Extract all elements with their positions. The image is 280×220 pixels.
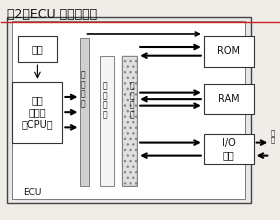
FancyBboxPatch shape [80, 38, 89, 186]
FancyBboxPatch shape [122, 56, 137, 186]
FancyBboxPatch shape [204, 134, 254, 164]
Text: RAM: RAM [218, 94, 239, 104]
FancyBboxPatch shape [204, 36, 254, 67]
Text: 地
址
总
线: 地 址 总 线 [81, 70, 85, 108]
FancyBboxPatch shape [204, 84, 254, 114]
FancyBboxPatch shape [7, 16, 251, 204]
Text: 控
制
总
线: 控 制 总 线 [129, 81, 134, 119]
Text: ROM: ROM [217, 46, 240, 56]
FancyBboxPatch shape [13, 82, 62, 143]
Text: 输
入: 输 入 [270, 129, 275, 143]
Text: ECU: ECU [24, 188, 42, 197]
Text: 数
据
总
线: 数 据 总 线 [103, 81, 108, 119]
FancyBboxPatch shape [13, 21, 245, 199]
Text: 时钟: 时钟 [32, 44, 43, 54]
FancyBboxPatch shape [18, 36, 57, 62]
Text: I/O
单元: I/O 单元 [222, 138, 235, 160]
FancyBboxPatch shape [100, 56, 114, 186]
Text: 图2：ECU 的基本组成: 图2：ECU 的基本组成 [7, 8, 97, 21]
Text: 中央
处理器
（CPU）: 中央 处理器 （CPU） [22, 95, 53, 130]
